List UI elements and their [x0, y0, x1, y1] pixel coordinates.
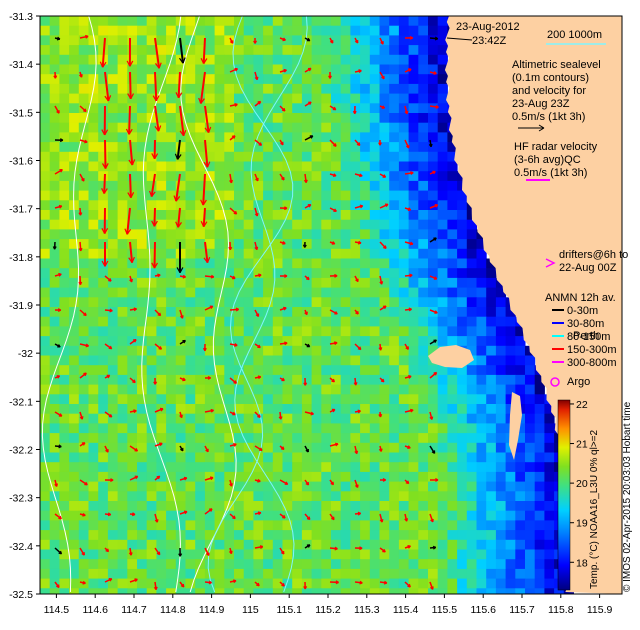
- anmn-item-label: 80-150m: [567, 331, 610, 343]
- y-tick-label: -31.6: [9, 156, 33, 168]
- x-tick-label: 115.2: [315, 604, 341, 616]
- credit-text: © IMOS 02-Apr-2015 20:03:03 Hobart time: [622, 401, 633, 592]
- drifters-line-2: 22-Aug 00Z: [559, 262, 617, 274]
- y-axis: -31.3 -31.4 -31.5 -31.6 -31.7 -31.8 -31.9 -32 -3…: [9, 11, 40, 601]
- y-tick-label: -31.4: [9, 59, 33, 71]
- y-tick-label: -32: [18, 348, 33, 360]
- y-tick-label: -31.3: [9, 11, 33, 23]
- land-mass: [444, 16, 622, 594]
- x-tick-label: 114.6: [82, 604, 108, 616]
- argo-label: Argo: [567, 376, 590, 388]
- colorbar-tick-label: 18: [576, 557, 588, 569]
- colorbar-gradient: [557, 399, 571, 591]
- y-tick-label: -31.9: [9, 300, 33, 312]
- y-tick-label: -31.8: [9, 252, 33, 264]
- x-tick-label: 114.9: [199, 604, 225, 616]
- x-tick-label: 115.8: [548, 604, 574, 616]
- drifter-marker-icon: [545, 258, 556, 268]
- plot-area: [40, 16, 622, 594]
- date-label: 23-Aug-2012: [456, 21, 520, 33]
- x-axis: 114.5 114.6 114.7 114.8 114.9 115 115.1 115.2 11…: [44, 594, 613, 616]
- colorbar-tick-label: 20: [576, 478, 588, 490]
- y-tick-label: -31.5: [9, 107, 33, 119]
- y-tick-label: -32.5: [9, 589, 33, 601]
- anmn-item-label: 30-80m: [567, 318, 604, 330]
- x-tick-label: 114.7: [121, 604, 147, 616]
- x-tick-label: 115.3: [354, 604, 380, 616]
- altimetry-line-1: Altimetric sealevel: [512, 59, 601, 71]
- anmn-item-label: 0-30m: [567, 305, 598, 317]
- colorbar: 18 19 20 21 22 Temp. (°C) NOAA16_L3U 0% ql>=…: [557, 399, 600, 591]
- y-tick-label: -32.2: [9, 445, 33, 457]
- colorbar-ticks: 18 19 20 21 22: [570, 399, 588, 569]
- anmn-item-label: 300-800m: [567, 357, 617, 369]
- anmn-title: ANMN 12h av.: [545, 292, 616, 304]
- island-rottnest: [428, 345, 474, 368]
- contour-legend-label: 200 1000m: [547, 29, 602, 41]
- x-tick-label: 114.8: [160, 604, 186, 616]
- y-tick-label: -31.7: [9, 204, 33, 216]
- hf-radar-line-1: HF radar velocity: [514, 141, 598, 153]
- hf-radar-line-3: 0.5m/s (1kt 3h): [514, 167, 587, 179]
- x-tick-label: 115.5: [432, 604, 458, 616]
- altimetry-line-2: (0.1m contours): [512, 72, 589, 84]
- colorbar-tick-label: 19: [576, 518, 588, 530]
- colorbar-tick-label: 22: [576, 399, 588, 411]
- hf-radar-line-2: (3-6h avg)QC: [514, 154, 581, 166]
- y-tick-label: -32.3: [9, 493, 33, 505]
- bathymetry-contours: [41, 16, 308, 593]
- anmn-item-label: 150-300m: [567, 344, 617, 356]
- x-tick-label: 114.5: [44, 604, 70, 616]
- legend-area: 23-Aug-2012 23:42Z 200 1000m Altimetric …: [446, 21, 628, 388]
- velocity-vectors: [52, 34, 439, 591]
- altimetry-line-5: 0.5m/s (1kt 3h): [512, 111, 585, 123]
- colorbar-tick-label: 21: [576, 439, 588, 451]
- island-garden: [509, 392, 522, 460]
- argo-marker-icon: [550, 377, 560, 387]
- date-pointer-line: [446, 37, 473, 41]
- perth-label: Perth: [573, 330, 599, 342]
- x-tick-label: 115.1: [276, 604, 302, 616]
- x-tick-label: 115.7: [509, 604, 535, 616]
- time-label: 23:42Z: [472, 35, 507, 47]
- x-tick-label: 115.9: [587, 604, 613, 616]
- drifters-line-1: drifters@6h to: [559, 249, 628, 261]
- altimetry-line-3: and velocity for: [512, 85, 586, 97]
- y-tick-label: -32.1: [9, 396, 33, 408]
- altimetry-arrow-head: [538, 124, 545, 132]
- x-tick-label: 115.4: [393, 604, 419, 616]
- colorbar-label: Temp. (°C) NOAA16_L3U 0% ql>=2: [589, 429, 600, 589]
- x-tick-label: 115.6: [470, 604, 496, 616]
- altimetry-line-4: 23-Aug 23Z: [512, 98, 570, 110]
- y-tick-label: -32.4: [9, 541, 33, 553]
- x-tick-label: 115: [242, 604, 259, 616]
